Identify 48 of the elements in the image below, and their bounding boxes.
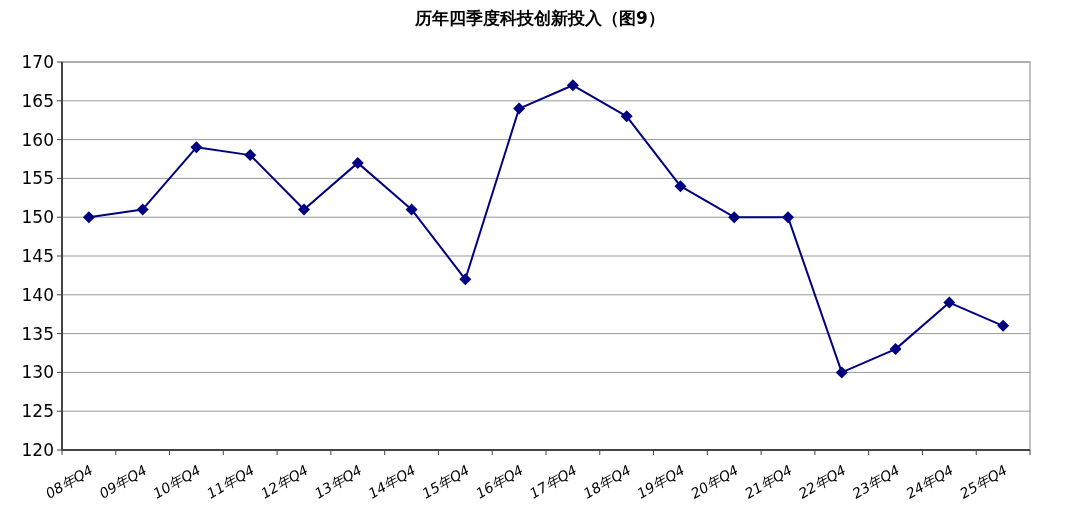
x-tick-label: 19年Q4: [634, 461, 688, 502]
x-tick-label: 23年Q4: [849, 461, 903, 502]
point: [835, 366, 848, 379]
x-tick-label: 09年Q4: [96, 461, 150, 502]
x-tick-label: 18年Q4: [580, 461, 634, 502]
point: [997, 319, 1010, 332]
x-tick-label: 13年Q4: [311, 461, 365, 502]
point: [728, 211, 741, 224]
y-tick-label: 155: [21, 168, 54, 189]
point: [459, 273, 472, 286]
x-tick-label: 24年Q4: [903, 461, 957, 502]
y-tick-label: 135: [21, 323, 54, 344]
x-tick-label: 15年Q4: [419, 461, 473, 502]
y-tick-label: 170: [21, 52, 54, 72]
x-tick-label: 20年Q4: [688, 461, 741, 502]
chart-title: 历年四季度科技创新投入（图9）: [414, 8, 665, 28]
y-tick-label: 130: [21, 362, 54, 383]
point: [782, 211, 794, 224]
y-tick-label: 140: [21, 284, 54, 305]
point: [82, 211, 95, 224]
point: [298, 203, 310, 216]
point: [244, 149, 257, 162]
y-tick-label: 150: [21, 207, 54, 228]
point: [889, 343, 902, 356]
y-tick-label: 120: [21, 440, 54, 460]
y-tick-label: 160: [21, 129, 54, 150]
y-tick-label: 145: [21, 246, 54, 266]
x-tick-label: 14年Q4: [365, 461, 419, 502]
x-tick-label: 11年Q4: [204, 461, 257, 502]
x-tick-label: 10年Q4: [150, 461, 204, 502]
x-tick-label: 17年Q4: [526, 461, 580, 502]
y-tick-label: 165: [21, 90, 54, 111]
point: [136, 203, 149, 216]
point: [190, 141, 203, 154]
x-tick-label: 21年Q4: [741, 461, 795, 502]
x-tick-label: 08年Q4: [42, 461, 96, 502]
point: [674, 180, 687, 193]
point: [513, 102, 526, 115]
y-tick-label: 125: [21, 401, 54, 422]
point: [943, 296, 956, 309]
point: [566, 79, 579, 92]
x-tick-label: 16年Q4: [473, 461, 526, 502]
x-tick-label: 25年Q4: [957, 461, 1010, 502]
x-tick-label: 12年Q4: [257, 461, 311, 502]
point: [351, 156, 364, 169]
point: [405, 203, 418, 216]
point: [620, 110, 633, 123]
x-tick-label: 22年Q4: [795, 461, 849, 502]
